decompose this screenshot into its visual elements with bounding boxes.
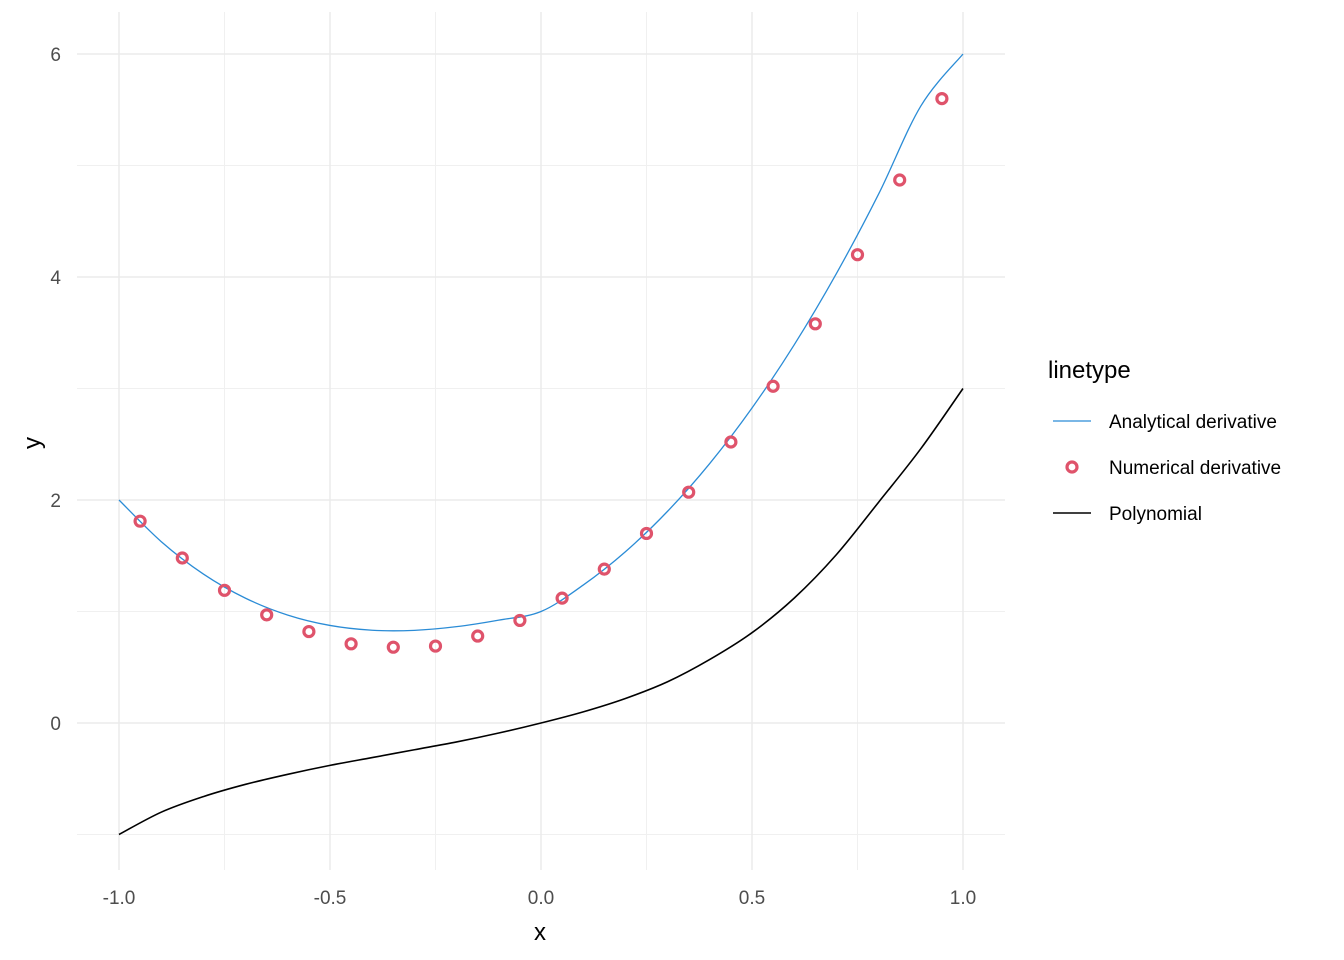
data-point-numerical-derivative <box>893 173 907 187</box>
legend-label-polynomial: Polynomial <box>1109 504 1202 525</box>
data-point-numerical-derivative <box>217 583 232 597</box>
data-point-numerical-derivative <box>344 637 358 651</box>
data-point-numerical-derivative <box>133 514 147 528</box>
x-axis-title: x <box>534 919 546 946</box>
y-axis-title: y <box>19 437 46 449</box>
y-tick-label: 2 <box>50 491 61 512</box>
y-tick-label: 4 <box>50 268 61 289</box>
legend-items: Analytical derivative Numerical derivativ… <box>1053 412 1281 525</box>
data-point-numerical-derivative <box>386 640 400 654</box>
data-point-numerical-derivative <box>175 551 189 565</box>
data-point-numerical-derivative <box>471 629 485 643</box>
x-tick-label: -1.0 <box>103 888 136 909</box>
y-tick-label: 0 <box>50 714 61 735</box>
x-tick-label: 0.5 <box>739 888 765 909</box>
legend-title: linetype <box>1048 357 1131 384</box>
series-layer <box>118 53 964 836</box>
data-point-numerical-derivative <box>513 613 527 628</box>
x-tick-label: 1.0 <box>950 888 976 909</box>
series-line-polynomial <box>118 388 964 836</box>
x-tick-labels: -1.0 -0.5 0.0 0.5 1.0 <box>103 888 977 909</box>
data-point-numerical-derivative <box>555 591 569 605</box>
data-point-numerical-derivative <box>302 624 316 639</box>
legend-label-numerical-derivative: Numerical derivative <box>1109 458 1281 479</box>
data-point-numerical-derivative <box>850 248 865 262</box>
y-tick-label: 6 <box>50 45 61 66</box>
data-point-numerical-derivative <box>260 608 274 622</box>
legend-label-analytical-derivative: Analytical derivative <box>1109 412 1277 433</box>
data-point-numerical-derivative <box>639 526 654 541</box>
legend: linetype Analytical derivative Numerical … <box>1048 357 1281 525</box>
data-point-numerical-derivative <box>682 485 696 499</box>
data-point-numerical-derivative <box>597 562 611 576</box>
legend-key-numerical-derivative <box>1065 460 1079 474</box>
y-tick-labels: 0 2 4 6 <box>50 45 61 735</box>
data-point-numerical-derivative <box>766 379 780 393</box>
data-point-numerical-derivative <box>724 435 738 449</box>
data-point-numerical-derivative <box>808 317 822 331</box>
x-tick-label: -0.5 <box>314 888 347 909</box>
data-point-numerical-derivative <box>935 91 949 106</box>
x-tick-label: 0.0 <box>528 888 554 909</box>
grid-major <box>77 12 1005 870</box>
data-point-numerical-derivative <box>428 639 443 653</box>
